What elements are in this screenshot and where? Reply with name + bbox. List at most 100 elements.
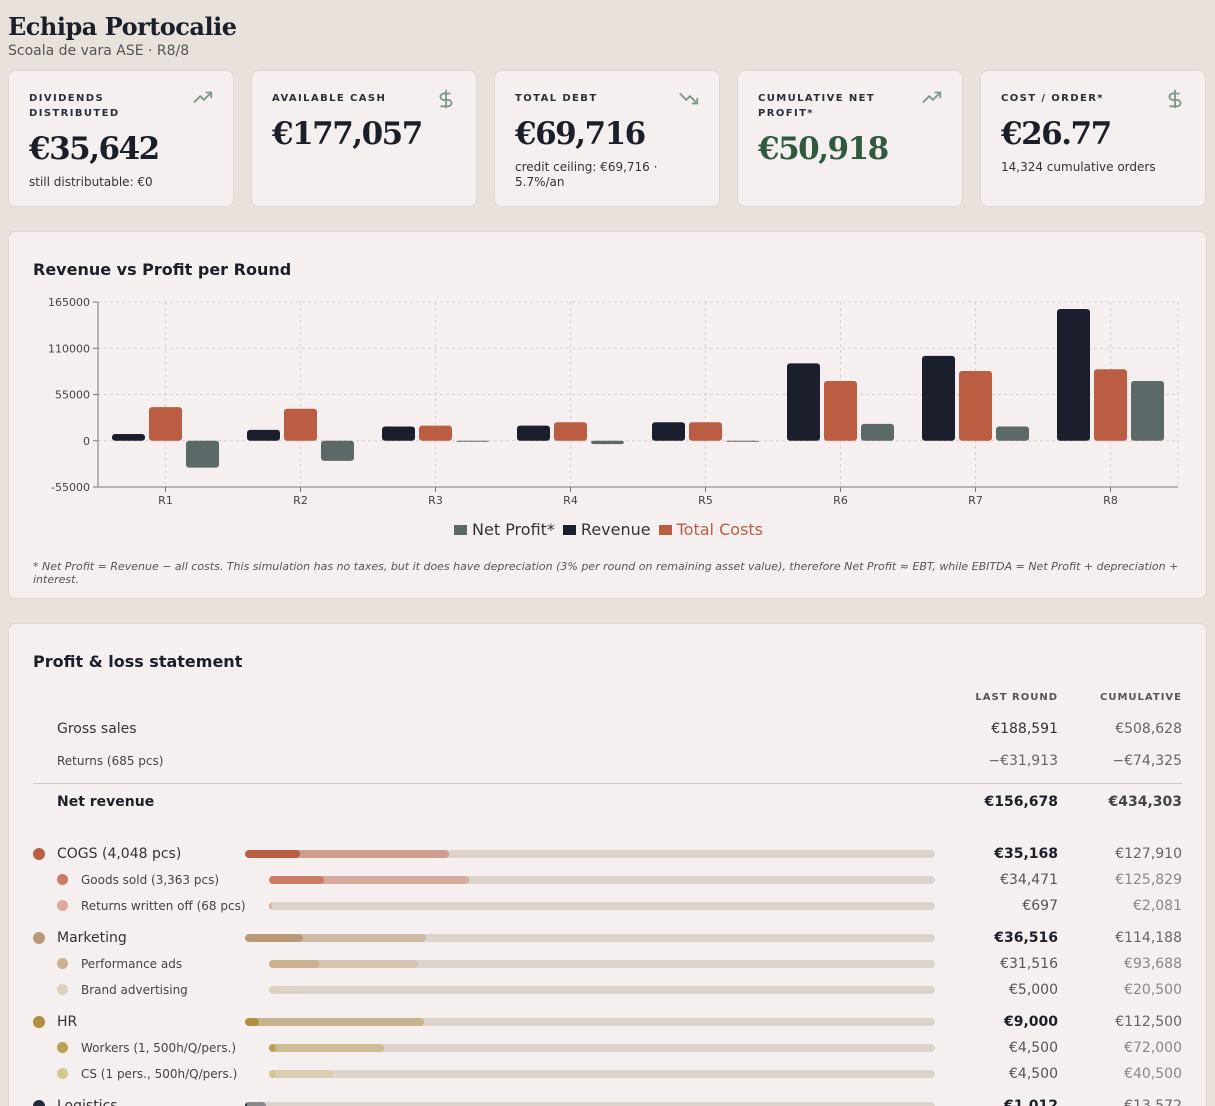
legend-item[interactable]: Total Costs: [658, 520, 763, 539]
page-title: Echipa Portocalie: [8, 12, 237, 41]
cost-bar-last-round: [269, 960, 320, 968]
cost-bar-cumulative: [245, 850, 449, 858]
cost-bar-last-round: [245, 934, 303, 942]
pl-row-returns: Returns (685 pcs) −€31,913 −€74,325: [33, 751, 1182, 771]
legend-label: Revenue: [580, 520, 651, 539]
bar-revenue-r4: [517, 425, 550, 441]
category-dot: [57, 874, 68, 885]
cost-bar-track: [269, 1044, 935, 1052]
category-dot: [57, 984, 68, 995]
bar-total-costs-r1: [149, 407, 182, 441]
x-tick-label: R1: [158, 494, 173, 507]
cost-bar-cumulative: [269, 960, 419, 968]
kpi-label: COST / ORDER*: [1001, 93, 1104, 104]
pl-row-performance-ads: Performance ads €31,516 €93,688: [33, 954, 1182, 974]
row-label: Workers (1, 500h/Q/pers.): [81, 1041, 237, 1055]
pl-row-logistics: Logistics €1,012 €13,572: [33, 1096, 1182, 1106]
row-cumulative-value: €112,500: [1115, 1014, 1182, 1030]
row-label: Brand advertising: [81, 983, 188, 997]
column-header-cumulative: CUMULATIVE: [1100, 692, 1182, 703]
y-tick-label: 110000: [48, 342, 90, 355]
row-label: Net revenue: [57, 794, 155, 810]
bar-net-profit-r6: [861, 423, 894, 441]
cost-bar-track: [245, 1018, 935, 1026]
cost-bar-track: [245, 850, 935, 858]
revenue-profit-bar-chart: 165000 110000 55000 0 -55000 R1 R2 R3 R4 R5 R6 R7 R8: [48, 296, 1179, 507]
legend-label: Net Profit*: [472, 520, 555, 539]
x-tick-label: R6: [833, 494, 848, 507]
page-header: Echipa Portocalie Scoala de vara ASE · R…: [8, 12, 237, 59]
row-cumulative-value: −€74,325: [1112, 753, 1182, 769]
bar-net-profit-r1: [186, 440, 219, 468]
row-label: Performance ads: [81, 957, 183, 971]
bar-revenue-r2: [247, 429, 280, 441]
row-last-value: €35,168: [994, 846, 1058, 862]
cost-bar-track: [269, 876, 935, 884]
bar-total-costs-r5: [689, 422, 722, 441]
row-cumulative-value: €508,628: [1115, 721, 1182, 737]
bar-total-costs-r3: [419, 425, 452, 441]
kpi-label: CUMULATIVE NET PROFIT*: [758, 93, 876, 119]
pl-row-cogs: COGS (4,048 pcs) €35,168 €127,910: [33, 844, 1182, 864]
pl-row-gross-sales: Gross sales €188,591 €508,628: [33, 719, 1182, 739]
bar-net-profit-r7: [996, 426, 1029, 441]
row-label: HR: [57, 1014, 78, 1030]
trend-down-icon: [677, 87, 701, 111]
kpi-label: TOTAL DEBT: [515, 93, 598, 104]
row-cumulative-value: €434,303: [1108, 794, 1182, 810]
legend-swatch: [658, 525, 672, 535]
kpi-value: €69,716: [515, 116, 646, 152]
category-dot: [57, 958, 68, 969]
cost-bar-last-round: [269, 1044, 276, 1052]
bar-revenue-r7: [922, 355, 955, 441]
chart-title: Revenue vs Profit per Round: [33, 260, 292, 279]
cost-bar-cumulative: [269, 986, 302, 994]
bar-revenue-r3: [382, 426, 415, 441]
kpi-value: €177,057: [272, 116, 423, 152]
bar-net-profit-r3: [456, 440, 489, 442]
row-label: Goods sold (3,363 pcs): [81, 873, 220, 887]
trend-up-icon: [920, 87, 944, 111]
row-last-value: €188,591: [991, 721, 1058, 737]
cost-bar-track: [269, 960, 935, 968]
cost-bar-last-round: [245, 1102, 247, 1106]
cost-bar-cumulative: [269, 1044, 384, 1052]
category-dot: [33, 848, 45, 860]
cost-bar-cumulative: [245, 934, 427, 942]
legend-item[interactable]: Net Profit*: [454, 520, 555, 539]
cost-bar-track: [269, 902, 935, 910]
row-label: COGS (4,048 pcs): [57, 846, 182, 862]
pl-row-marketing: Marketing €36,516 €114,188: [33, 928, 1182, 948]
row-label: Returns written off (68 pcs): [81, 899, 246, 913]
row-last-value: €36,516: [994, 930, 1058, 946]
x-tick-label: R8: [1103, 494, 1118, 507]
category-dot: [33, 1100, 45, 1106]
cost-bar-last-round: [269, 876, 324, 884]
x-tick-label: R3: [428, 494, 443, 507]
cost-bar-track: [245, 934, 935, 942]
bar-net-profit-r2: [321, 440, 354, 461]
kpi-card-cumulative-net-profit: CUMULATIVE NET PROFIT* €50,918: [737, 70, 963, 207]
row-label: CS (1 pers., 500h/Q/pers.): [81, 1067, 238, 1081]
row-cumulative-value: €72,000: [1124, 1040, 1182, 1056]
row-label: Marketing: [57, 930, 127, 946]
kpi-card-available-cash: AVAILABLE CASH €177,057: [251, 70, 477, 207]
cost-bar-cumulative: [245, 1102, 267, 1106]
cost-bar-last-round: [245, 850, 301, 858]
legend-item[interactable]: Revenue: [562, 520, 651, 539]
y-tick-label: 55000: [55, 389, 90, 402]
row-last-value: €156,678: [984, 794, 1058, 810]
kpi-subtext: still distributable: €0: [29, 175, 153, 189]
category-dot: [33, 1016, 45, 1028]
cost-bar-last-round: [269, 902, 271, 910]
cost-bar-last-round: [269, 986, 277, 994]
bar-total-costs-r4: [554, 422, 587, 441]
x-tick-label: R4: [563, 494, 578, 507]
profit-loss-panel: Profit & loss statement LAST ROUND CUMUL…: [8, 623, 1207, 1106]
cost-bar-last-round: [269, 1070, 276, 1078]
page-subtitle: Scoala de vara ASE · R8/8: [8, 43, 190, 59]
bar-total-costs-r8: [1094, 369, 1127, 441]
row-last-value: €4,500: [1009, 1040, 1058, 1056]
kpi-subtext: credit ceiling: €69,716 · 5.7%/an: [515, 160, 658, 189]
y-tick-label: -55000: [51, 481, 90, 494]
